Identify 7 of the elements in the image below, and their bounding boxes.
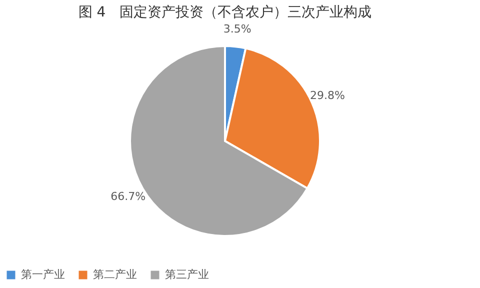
chart-title: 图 4 固定资产投资（不含农户）三次产业构成 [78, 4, 372, 21]
legend-label: 第一产业 [21, 268, 65, 281]
legend-label: 第三产业 [165, 268, 209, 281]
data-label: 3.5% [223, 22, 252, 36]
data-label: 66.7% [110, 190, 146, 204]
legend-label: 第二产业 [93, 268, 137, 281]
data-label: 29.8% [310, 88, 345, 102]
